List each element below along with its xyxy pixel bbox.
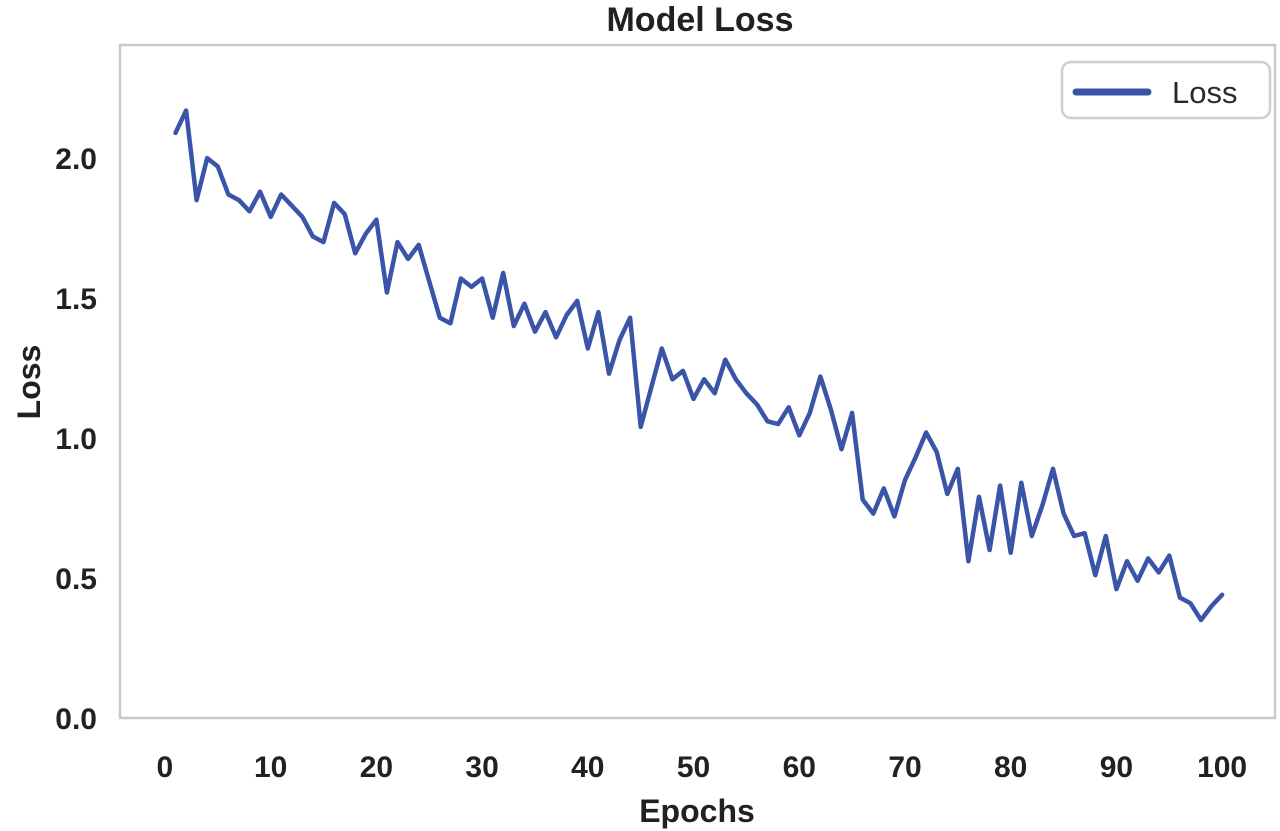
x-tick-label: 90 (1100, 751, 1133, 784)
y-tick-label: 1.5 (55, 283, 97, 316)
legend-box (1060, 60, 1272, 120)
x-tick-label: 30 (465, 751, 498, 784)
x-tick-label: 50 (677, 751, 710, 784)
x-tick-label: 10 (254, 751, 287, 784)
x-tick-label: 20 (360, 751, 393, 784)
x-tick-label: 0 (157, 751, 174, 784)
x-tick-label: 70 (888, 751, 921, 784)
chart-title: Model Loss (606, 1, 793, 39)
loss-line-series (173, 108, 1225, 623)
y-tick-label: 1.0 (55, 423, 97, 456)
x-tick-label: 80 (994, 751, 1027, 784)
y-axis-label: Loss (11, 345, 47, 420)
x-tick-label: 40 (571, 751, 604, 784)
x-tick-label: 60 (783, 751, 816, 784)
y-tick-label: 0.5 (55, 563, 97, 596)
plot-area-border (118, 43, 1277, 720)
legend-loss-label: Loss (1172, 75, 1237, 110)
y-tick-label: 0.0 (55, 703, 97, 736)
x-tick-labels: 0 10 20 30 40 50 60 70 80 90 100 (157, 751, 1248, 784)
y-tick-label: 2.0 (55, 143, 97, 176)
y-tick-labels: 0.0 0.5 1.0 1.5 2.0 (55, 143, 97, 736)
x-tick-label: 100 (1197, 751, 1247, 784)
x-axis-label: Epochs (639, 793, 755, 829)
legend: Loss (1060, 60, 1272, 120)
